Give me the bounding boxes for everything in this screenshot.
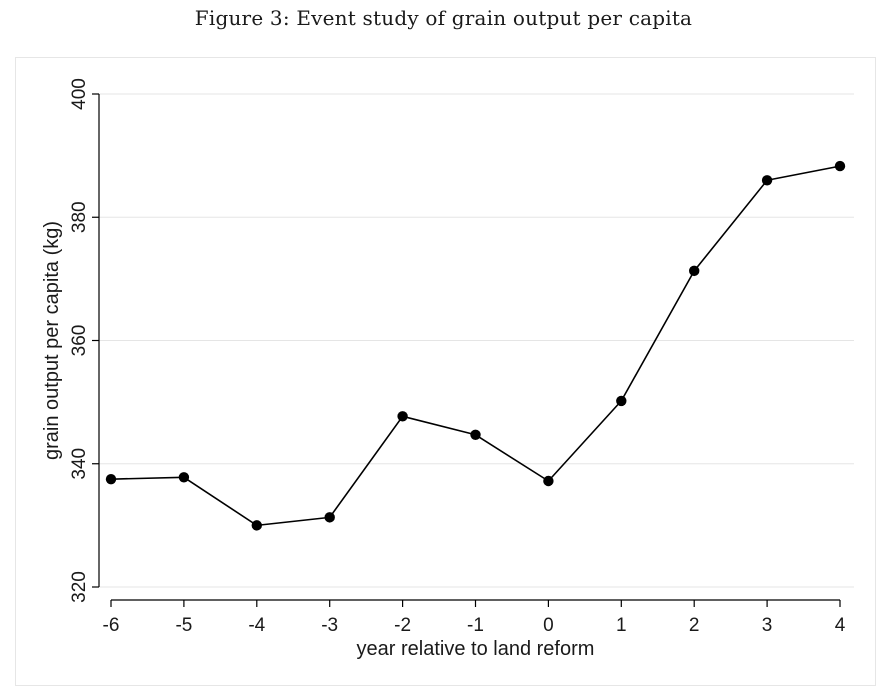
series-line	[110, 165, 841, 527]
y-tick-label: 360	[69, 325, 90, 357]
y-tick-label: 320	[69, 571, 90, 603]
x-tick-label: 4	[835, 615, 846, 636]
data-point	[689, 265, 700, 277]
x-tick-label: -1	[467, 615, 484, 636]
x-ticks: -6 -5 -4 -3 -2 -1 0 1 2 3 4	[103, 600, 846, 636]
x-tick-label: -6	[103, 615, 120, 636]
y-ticks: 320 340 360 380 400	[69, 78, 99, 603]
data-point	[616, 395, 627, 407]
chart-frame	[15, 57, 876, 686]
x-tick-label: 3	[762, 615, 773, 636]
data-point	[470, 429, 481, 440]
x-tick-label: -3	[321, 615, 338, 636]
y-tick-label: 380	[69, 201, 90, 233]
data-point	[834, 160, 846, 172]
series	[105, 160, 846, 531]
data-point	[105, 473, 117, 485]
y-axis-title: grain output per capita (kg)	[41, 221, 63, 460]
gridlines	[99, 93, 854, 588]
y-tick-label: 340	[69, 448, 90, 480]
y-tick-label: 400	[69, 78, 90, 110]
x-tick-label: -4	[248, 615, 265, 636]
x-tick-label: -5	[175, 615, 192, 636]
data-point	[324, 512, 335, 523]
x-tick-label: -2	[394, 615, 411, 636]
x-tick-label: 2	[689, 615, 700, 636]
data-point	[178, 472, 190, 483]
x-tick-label: 0	[543, 615, 554, 636]
data-point	[543, 475, 554, 487]
x-tick-label: 1	[616, 615, 627, 636]
data-point	[761, 175, 773, 186]
axes	[98, 94, 840, 601]
data-point	[251, 520, 262, 531]
x-axis-title: year relative to land reform	[357, 638, 595, 660]
figure-title: Figure 3: Event study of grain output pe…	[194, 6, 693, 30]
data-point	[397, 411, 408, 422]
